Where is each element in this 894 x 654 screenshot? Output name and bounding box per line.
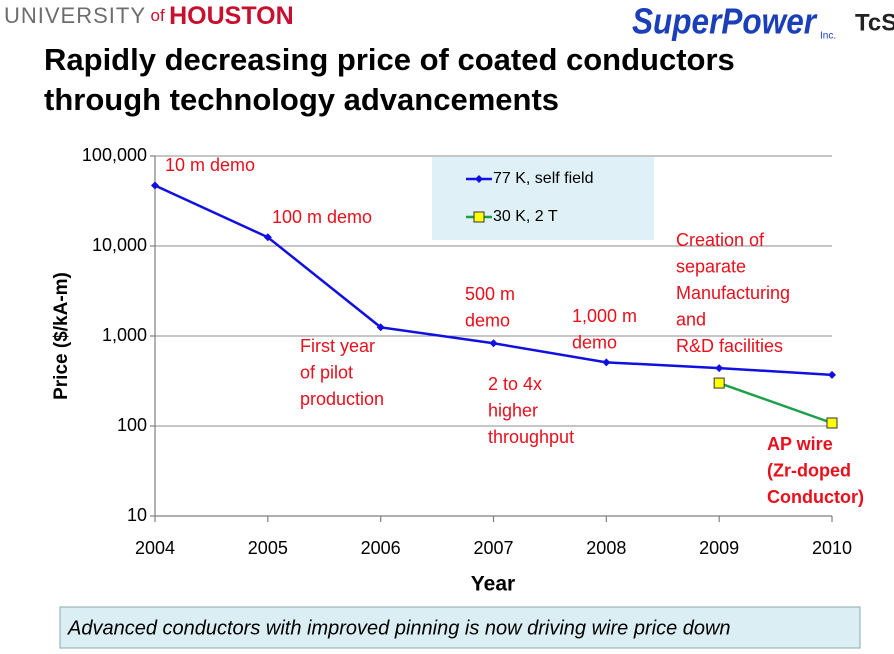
- footer-box: [59, 606, 861, 649]
- series-line: [718, 381, 833, 425]
- annotation: throughput: [488, 427, 574, 447]
- marker: [715, 364, 724, 373]
- annotation: (Zr-doped: [767, 460, 851, 480]
- marker: [151, 181, 159, 190]
- annotation: production: [300, 389, 384, 409]
- annotation: and: [676, 309, 706, 329]
- legend-box: [432, 157, 654, 240]
- marker: [489, 339, 498, 348]
- y-axis-title: Price ($/kA-m): [51, 272, 72, 400]
- annotation: 10 m demo: [165, 155, 255, 175]
- company-logo-suffix: Inc.: [820, 31, 836, 42]
- annotation: 500 m: [465, 284, 515, 304]
- annotation: 1,000 m: [572, 306, 637, 326]
- x-tick-label: 2004: [135, 538, 175, 558]
- x-tick-label: 2009: [699, 538, 739, 558]
- marker: [602, 358, 611, 367]
- y-tick-label: 1,000: [102, 325, 147, 345]
- legend-label: 30 K, 2 T: [493, 208, 558, 225]
- logo-word: HOUSTON: [169, 2, 294, 30]
- y-tick-label: 100,000: [82, 145, 147, 165]
- annotation: Creation of: [676, 230, 765, 250]
- chart: 10 100 1,000 10,000 100,000 2004 2005 2006 2007 2…: [51, 145, 864, 596]
- logo-word: of: [150, 6, 164, 25]
- x-tick-label: 2006: [361, 538, 401, 558]
- y-tick-label: 100: [117, 415, 147, 435]
- marker: [826, 417, 838, 429]
- slide-title: through technology advancements: [44, 82, 559, 117]
- legend-label: 77 K, self field: [493, 170, 594, 187]
- x-axis-title: Year: [471, 573, 515, 596]
- logo-word: UNIVERSITY: [4, 3, 146, 28]
- y-tick-label: 10: [127, 505, 147, 525]
- annotation: Manufacturing: [676, 283, 790, 303]
- x-tick-label: 2005: [248, 538, 288, 558]
- annotation: AP wire: [767, 434, 833, 454]
- y-tick-label: 10,000: [92, 235, 147, 255]
- legend-marker: [475, 175, 483, 183]
- x-tick-label: 2007: [473, 538, 513, 558]
- annotation: First year: [300, 336, 375, 356]
- annotation: R&D facilities: [676, 336, 783, 356]
- x-tick-label: 2008: [586, 538, 626, 558]
- marker: [263, 233, 272, 242]
- legend-marker: [473, 211, 485, 223]
- annotation: Conductor): [767, 487, 864, 507]
- marker: [828, 370, 836, 379]
- annotation: 2 to 4x: [488, 374, 542, 394]
- slide-title: Rapidly decreasing price of coated condu…: [44, 42, 735, 77]
- footer-text: Advanced conductors with improved pinnin…: [67, 617, 731, 639]
- marker: [713, 377, 725, 389]
- company-logo: SuperPower: [632, 1, 818, 42]
- annotation: of pilot: [300, 362, 353, 382]
- annotation: higher: [488, 400, 538, 420]
- x-tick-label: 2010: [812, 538, 852, 558]
- marker: [376, 323, 385, 332]
- center-logo: TcSU: [855, 9, 894, 36]
- annotation: demo: [465, 310, 510, 330]
- annotation: demo: [572, 332, 617, 352]
- university-logo: UNIVERSITY of HOUSTON: [4, 2, 294, 30]
- annotation: separate: [676, 256, 746, 276]
- annotation: 100 m demo: [272, 207, 372, 227]
